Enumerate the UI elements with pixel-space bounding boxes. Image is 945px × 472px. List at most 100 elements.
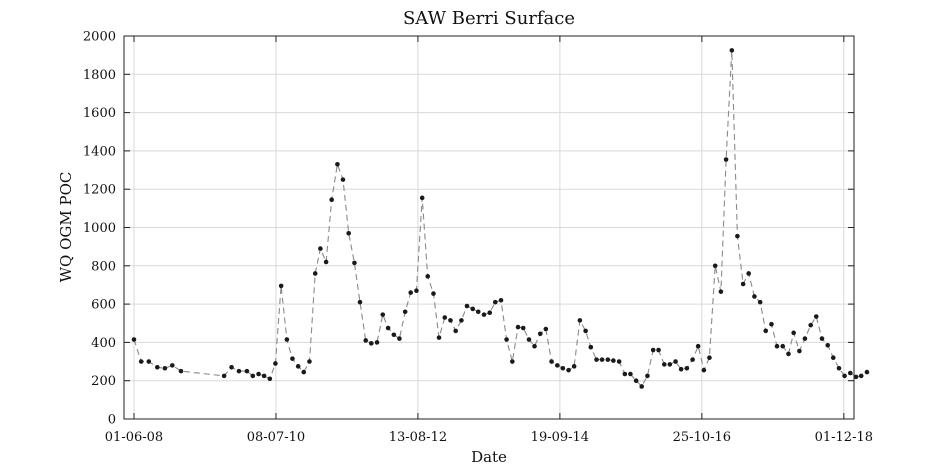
data-point	[391, 332, 397, 338]
x-tick-label: 08-07-10	[247, 430, 305, 445]
data-point	[464, 303, 470, 309]
data-point	[504, 337, 509, 342]
data-point	[510, 359, 515, 364]
data-point	[261, 373, 267, 379]
data-point	[673, 359, 678, 364]
y-tick-label: 1800	[83, 68, 116, 83]
data-point	[352, 260, 357, 266]
data-point	[858, 373, 864, 379]
y-tick-label: 1000	[83, 221, 116, 236]
data-point	[363, 338, 369, 343]
data-point	[611, 358, 616, 363]
data-point	[301, 369, 307, 375]
y-tick-label: 1400	[83, 144, 116, 159]
data-point	[723, 157, 729, 162]
data-point	[605, 357, 611, 362]
data-point	[498, 297, 504, 303]
data-point	[583, 328, 588, 334]
data-point	[475, 309, 481, 315]
data-point	[752, 294, 757, 299]
data-point	[162, 365, 168, 371]
data-point	[690, 357, 695, 362]
data-point	[549, 359, 554, 364]
data-point	[864, 369, 870, 375]
y-tick-label: 200	[91, 374, 116, 389]
data-point	[329, 197, 334, 203]
data-point	[267, 376, 273, 382]
data-point	[701, 367, 707, 373]
data-point	[146, 359, 152, 364]
y-tick-label: 600	[91, 298, 116, 313]
data-point	[571, 364, 577, 369]
data-point	[830, 355, 836, 361]
data-point	[256, 371, 261, 377]
data-point	[543, 326, 549, 332]
data-point	[729, 48, 735, 53]
data-point	[244, 368, 250, 374]
y-tick-label: 400	[91, 336, 116, 351]
data-point	[594, 357, 599, 362]
series-layer	[131, 48, 870, 389]
data-point	[178, 368, 184, 374]
data-point	[290, 356, 295, 361]
data-point	[323, 259, 329, 265]
x-tick-label: 19-09-14	[531, 430, 589, 445]
data-point	[236, 368, 242, 374]
data-point	[453, 328, 458, 334]
data-point	[448, 318, 453, 323]
data-point	[633, 378, 639, 384]
data-point	[797, 348, 802, 354]
data-point	[842, 373, 847, 379]
data-point	[825, 342, 831, 348]
data-point	[599, 357, 605, 362]
data-point	[808, 322, 813, 328]
data-point	[436, 335, 442, 340]
data-point	[492, 299, 498, 305]
data-point	[678, 366, 684, 372]
x-tick-label: 01-12-18	[815, 430, 873, 445]
data-point	[221, 373, 227, 379]
data-point	[763, 328, 769, 334]
data-point	[340, 177, 346, 182]
data-point	[786, 351, 791, 357]
data-point	[802, 336, 808, 341]
data-point	[368, 341, 374, 346]
data-point	[667, 362, 673, 367]
data-point	[588, 344, 594, 350]
data-point	[780, 343, 786, 349]
data-point	[791, 330, 796, 336]
data-point	[526, 337, 532, 342]
x-tick-label: 01-06-08	[105, 430, 163, 445]
data-point	[684, 365, 690, 371]
data-point	[346, 230, 352, 236]
data-point	[712, 263, 718, 269]
grid-layer	[124, 35, 854, 420]
data-point	[335, 162, 340, 167]
data-point	[385, 325, 391, 331]
data-point	[695, 343, 701, 349]
series-line	[133, 50, 868, 388]
data-point	[229, 364, 234, 370]
data-point	[740, 281, 746, 287]
y-axis-label: WQ OGM POC	[57, 172, 75, 283]
data-point	[374, 340, 380, 345]
y-tick-label: 0	[108, 413, 116, 428]
chart-title: SAW Berri Surface	[403, 8, 575, 29]
data-point	[402, 309, 408, 315]
data-point	[735, 233, 740, 239]
x-axis-label: Date	[471, 448, 507, 466]
data-point	[442, 315, 448, 320]
data-point	[757, 299, 763, 305]
data-point	[628, 371, 633, 377]
data-point	[656, 347, 661, 353]
data-point	[554, 363, 560, 368]
data-point	[774, 343, 780, 349]
data-point	[661, 362, 667, 367]
data-point	[707, 355, 712, 361]
data-point	[273, 361, 278, 366]
data-point	[131, 337, 137, 342]
data-point	[425, 274, 431, 279]
data-point	[380, 312, 386, 317]
data-point	[357, 299, 363, 305]
